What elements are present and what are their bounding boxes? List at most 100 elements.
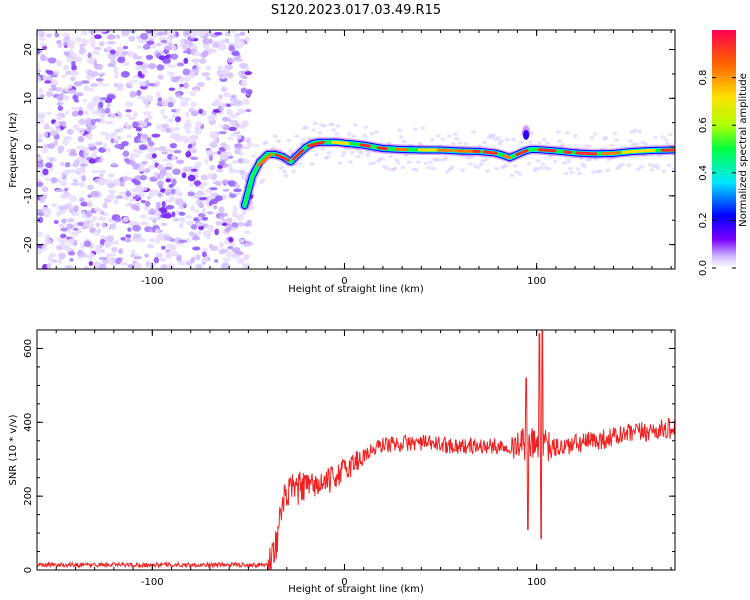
noise-blob	[217, 65, 223, 70]
ridge-hot-segment	[482, 150, 498, 155]
noise-blob	[102, 213, 109, 217]
noise-blob	[214, 228, 220, 236]
noise-blob	[181, 172, 187, 179]
noise-blob	[218, 241, 224, 248]
snr-y-ticks: 0 200 400 600	[23, 329, 675, 573]
noise-blob	[125, 190, 131, 197]
noise-blob	[132, 79, 138, 83]
noise-blob	[82, 99, 88, 103]
noise-blob	[56, 177, 62, 183]
noise-blob	[62, 245, 67, 251]
ridge-haze-blob	[426, 165, 432, 170]
noise-blob	[243, 159, 250, 164]
noise-blob	[42, 208, 52, 216]
noise-blob	[141, 160, 148, 165]
noise-blob	[92, 216, 98, 221]
noise-blob	[232, 205, 238, 213]
noise-blob	[58, 95, 64, 101]
ridge-haze-blob	[609, 143, 615, 148]
noise-blob	[204, 199, 210, 205]
noise-blob	[191, 110, 199, 117]
noise-blob	[147, 63, 157, 70]
snr-x-ticks: -100 0 100	[36, 330, 672, 588]
noise-blob	[107, 189, 117, 194]
noise-blob	[114, 71, 119, 75]
noise-blob	[157, 74, 164, 80]
ridge-blip	[523, 129, 530, 140]
noise-blob	[138, 187, 145, 193]
ridge-haze-blob	[526, 161, 532, 166]
ridge-haze-blob	[603, 136, 609, 140]
noise-blob	[172, 99, 177, 104]
noise-blob	[182, 97, 191, 102]
noise-blob	[86, 70, 92, 76]
ridge-haze-blob	[457, 141, 463, 145]
noise-blob	[42, 148, 48, 154]
ridge-haze-blob	[303, 125, 309, 130]
noise-blob	[50, 79, 59, 86]
noise-blob	[109, 49, 116, 55]
noise-blob	[219, 152, 228, 160]
noise-blob	[227, 223, 232, 231]
ridge-haze-blob	[435, 134, 441, 138]
ridge-hot-segment	[453, 149, 474, 153]
noise-blob	[237, 158, 245, 164]
noise-blob	[145, 146, 155, 152]
noise-blob	[115, 34, 121, 39]
noise-blob	[128, 156, 135, 161]
noise-blob	[152, 153, 157, 159]
noise-blob	[127, 227, 132, 232]
noise-blob	[171, 155, 177, 161]
noise-blob	[37, 61, 40, 69]
noise-blob	[45, 162, 53, 169]
noise-blob	[185, 151, 192, 158]
noise-blob	[147, 216, 156, 221]
ridge-haze-blob	[314, 152, 320, 157]
noise-blob	[121, 31, 130, 37]
noise-blob	[176, 62, 185, 67]
noise-blob	[167, 31, 176, 36]
noise-blob	[156, 91, 161, 99]
noise-blob	[140, 32, 149, 40]
ridge-haze-blob	[635, 167, 641, 172]
noise-blob	[221, 219, 228, 222]
noise-blob	[90, 41, 96, 48]
noise-blob	[163, 166, 173, 170]
noise-blob	[136, 90, 142, 97]
noise-blob	[64, 162, 71, 168]
noise-blob	[113, 198, 119, 205]
noise-blob	[124, 238, 132, 243]
noise-blob	[132, 121, 141, 128]
noise-blob	[73, 205, 79, 213]
noise-blob	[227, 72, 234, 79]
ridge-haze-blob	[469, 155, 475, 159]
noise-blob	[119, 180, 125, 187]
noise-blob	[173, 149, 182, 154]
noise-blob	[133, 256, 143, 260]
ridge-haze-blob	[386, 141, 392, 145]
noise-blob	[145, 80, 150, 87]
noise-blob	[175, 116, 181, 123]
noise-blob	[244, 71, 252, 76]
snr-line	[37, 330, 675, 570]
noise-blob	[75, 36, 83, 43]
noise-blob	[184, 76, 191, 82]
noise-blob	[115, 195, 124, 200]
noise-blob	[59, 234, 67, 238]
noise-blob	[171, 178, 177, 186]
noise-blob	[175, 92, 182, 98]
noise-blob	[89, 36, 95, 43]
noise-blob	[189, 33, 198, 37]
noise-blob	[58, 252, 66, 260]
noise-blob	[86, 126, 92, 133]
noise-blob	[193, 234, 199, 240]
noise-blob	[191, 30, 199, 35]
ridge-haze-blob	[634, 142, 640, 146]
noise-blob	[188, 231, 195, 237]
noise-blob	[109, 260, 114, 266]
noise-blob	[95, 222, 100, 228]
ridge-haze-blob	[362, 133, 367, 138]
noise-blob	[49, 158, 54, 163]
ridge-haze-blob	[663, 137, 669, 142]
noise-blob	[138, 81, 144, 87]
